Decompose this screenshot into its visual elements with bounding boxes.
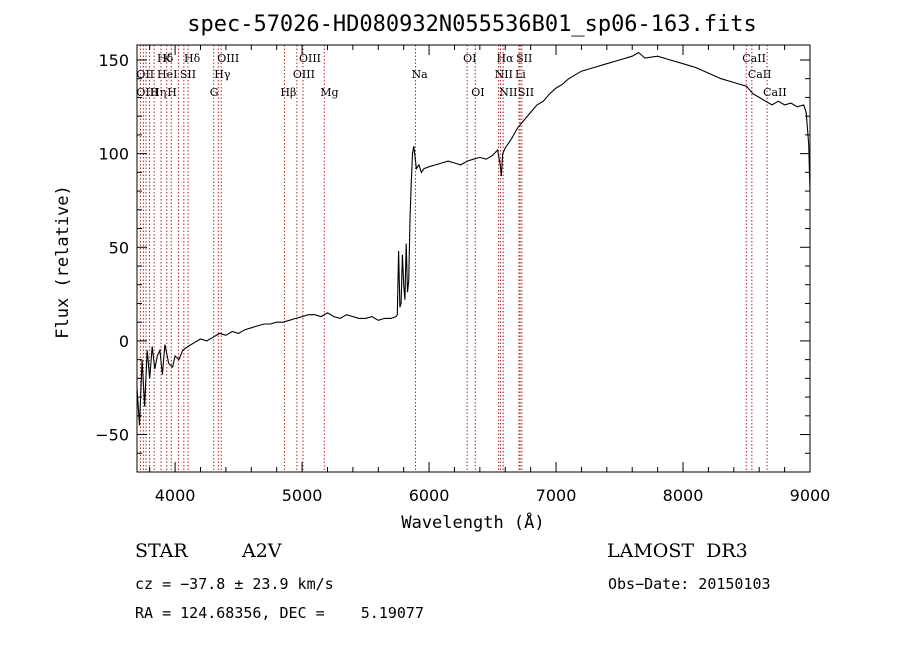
line-label-4: OIII <box>299 52 321 65</box>
spectrum-line <box>136 51 811 426</box>
x-axis-title: Wavelength (Å) <box>401 511 544 533</box>
plot-frame <box>136 44 811 473</box>
line-label-7: SII <box>516 52 532 65</box>
line-markers <box>139 45 768 472</box>
line-label-23: Mg <box>320 86 338 99</box>
line-label-10: HeI <box>157 68 177 81</box>
y-tick-label-3: 100 <box>98 145 129 164</box>
line-label-13: OIII <box>293 68 315 81</box>
line-label-11: SII <box>180 68 196 81</box>
line-label-20: H <box>167 86 177 99</box>
line-label-15: NII <box>495 68 513 81</box>
chart-title: spec-57026-HD080932N055536B01_sp06-163.f… <box>187 12 757 37</box>
y-tick-label-2: 50 <box>109 238 129 257</box>
object-type: STAR <box>135 540 188 562</box>
y-axis-title: Flux (relative) <box>53 185 73 339</box>
line-label-26: SII <box>518 86 534 99</box>
line-label-12: Hγ <box>214 68 231 81</box>
line-label-6: Hα <box>497 52 515 65</box>
x-tick-label-5: 9000 <box>790 486 831 505</box>
x-axis: 4000 5000 6000 7000 8000 9000 <box>149 45 831 505</box>
y-axis: −50 0 50 100 150 <box>95 51 810 454</box>
line-label-0: Hδ <box>157 52 174 65</box>
line-label-22: Hβ <box>280 86 296 99</box>
line-label-19: Hη <box>150 86 166 99</box>
line-label-16: Li <box>515 68 526 81</box>
line-label-14: Na <box>411 68 428 81</box>
x-tick-label-2: 6000 <box>409 486 450 505</box>
line-label-21: G <box>210 86 219 99</box>
line-label-27: CaII <box>763 86 787 99</box>
line-label-25: NII <box>499 86 517 99</box>
y-tick-label-1: 0 <box>119 332 129 351</box>
line-label-18: OIII <box>136 86 158 99</box>
line-label-3: OIII <box>217 52 239 65</box>
y-tick-label-4: 150 <box>98 51 129 70</box>
line-label-24: OI <box>471 86 484 99</box>
x-tick-label-0: 4000 <box>155 486 196 505</box>
x-tick-label-3: 7000 <box>536 486 577 505</box>
observation-date: Obs−Date: 20150103 <box>608 575 771 593</box>
line-label-1: K <box>163 52 172 65</box>
coordinates: RA = 124.68356, DEC = 5.19077 <box>135 604 424 622</box>
spectral-subclass: A2V <box>242 540 282 562</box>
line-label-2: Hδ <box>184 52 201 65</box>
line-label-17: CaII <box>748 68 772 81</box>
line-label-9: OII <box>136 68 154 81</box>
y-tick-label-0: −50 <box>95 426 129 445</box>
survey-label: LAMOST DR3 <box>607 540 748 562</box>
redshift-velocity: cz = −37.8 ± 23.9 km/s <box>135 575 334 593</box>
line-label-8: CaII <box>742 52 766 65</box>
x-tick-label-4: 8000 <box>663 486 704 505</box>
line-label-5: OI <box>463 52 476 65</box>
x-tick-label-1: 5000 <box>282 486 323 505</box>
